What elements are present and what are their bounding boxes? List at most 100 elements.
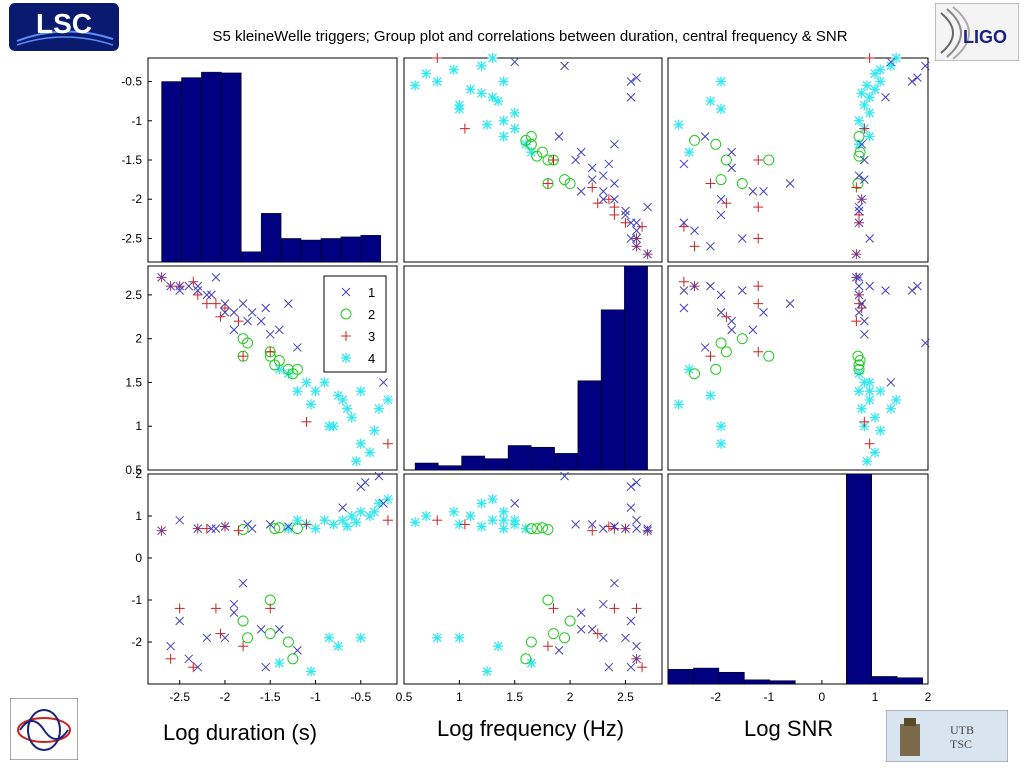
scatter-point-g3	[174, 603, 185, 614]
histogram-bar-frequency	[531, 446, 555, 471]
legend-marker-2	[340, 308, 352, 320]
scatter-point-g4	[854, 115, 865, 126]
scatter-point-g1	[716, 290, 726, 300]
scatter-point-g4	[342, 403, 353, 414]
scatter-point-g1	[338, 503, 348, 512]
scatter-point-g1	[759, 187, 768, 196]
scatter-point-g1	[256, 316, 266, 326]
scatter-point-g2	[559, 174, 571, 186]
scatter-point-g3	[233, 316, 244, 327]
scatter-point-g4	[355, 632, 366, 643]
scatter-point-g3	[864, 53, 875, 63]
scatter-point-g1	[360, 478, 370, 487]
scatter-point-g1	[274, 625, 284, 634]
scatter-point-g4	[283, 523, 294, 534]
panel-frame-r0-c1	[403, 57, 663, 263]
scatter-point-g1	[598, 194, 608, 204]
scatter-point-g1	[379, 499, 388, 508]
scatter-point-g4	[493, 96, 504, 107]
scatter-point-g1	[554, 132, 564, 141]
scatter-point-g1	[626, 77, 636, 86]
scatter-point-g1	[587, 175, 597, 184]
scatter-point-g1	[706, 281, 715, 291]
scatter-point-g1	[854, 171, 864, 181]
scatter-point-g4	[465, 84, 476, 95]
scatter-point-g1	[604, 662, 614, 672]
scatter-point-g2	[291, 523, 303, 535]
scatter-point-g1	[859, 329, 869, 339]
histogram-bar-frequency	[484, 458, 509, 471]
scatter-point-g1	[560, 61, 569, 71]
scatter-point-g4	[684, 147, 695, 158]
scatter-point-g4	[351, 517, 362, 528]
scatter-point-g4	[305, 666, 316, 677]
scatter-point-g1	[175, 281, 185, 291]
scatter-point-g2	[736, 178, 748, 190]
scatter-point-g3	[753, 202, 764, 213]
scatter-point-g4	[305, 399, 316, 410]
scatter-point-g4	[487, 494, 498, 505]
scatter-point-g4	[369, 425, 380, 436]
scatter-point-g1	[632, 226, 641, 235]
scatter-point-g2	[242, 337, 254, 349]
legend-marker-3	[341, 331, 351, 341]
histogram-bar-snr	[718, 671, 745, 685]
scatter-point-g1	[643, 526, 652, 536]
scatter-point-g4	[891, 53, 902, 63]
scatter-point-g4	[373, 498, 384, 509]
histogram-bar-duration	[161, 81, 182, 263]
scatter-point-g1	[184, 654, 194, 664]
scatter-point-g1	[854, 206, 864, 216]
scatter-point-g3	[201, 298, 212, 309]
scatter-point-g2	[720, 154, 732, 166]
scatter-point-g1	[576, 608, 586, 617]
x-tick-label: 2	[567, 690, 574, 704]
scatter-point-g4	[875, 386, 886, 397]
scatter-point-g1	[247, 524, 257, 533]
scatter-point-g4	[421, 68, 432, 79]
scatter-point-g4	[509, 519, 520, 530]
panel-frame-r2-c0	[147, 473, 398, 685]
scatter-point-g1	[598, 633, 608, 643]
histogram-bar-snr	[896, 677, 923, 685]
scatter-point-g3	[637, 221, 648, 232]
scatter-point-g1	[604, 159, 614, 169]
scatter-point-g2	[853, 363, 865, 375]
scatter-point-g4	[319, 515, 330, 526]
scatter-point-g2	[536, 146, 548, 158]
scatter-point-g3	[238, 641, 249, 652]
histogram-bar-frequency	[438, 465, 462, 471]
scatter-point-g1	[211, 273, 221, 282]
scatter-point-g1	[679, 218, 689, 228]
scatter-point-g1	[184, 281, 194, 291]
scatter-point-g3	[609, 603, 620, 614]
scatter-point-g4	[705, 96, 716, 107]
scatter-point-g4	[476, 88, 487, 99]
scatter-point-g1	[643, 249, 652, 259]
scatter-point-g1	[229, 308, 239, 317]
scatter-point-g1	[632, 515, 641, 525]
scatter-point-g1	[913, 281, 922, 291]
scatter-point-g4	[432, 632, 443, 643]
utb-tsc-logo: UTB TSC	[886, 710, 1008, 762]
legend-marker-4	[341, 353, 351, 363]
scatter-point-g1	[207, 524, 216, 533]
scatter-point-g4	[875, 425, 886, 436]
scatter-point-g4	[705, 390, 716, 401]
scatter-point-g4	[448, 506, 459, 517]
scatter-point-g1	[220, 633, 230, 643]
x-tick-label: 0.5	[396, 690, 413, 704]
scatter-point-g2	[525, 138, 537, 150]
scatter-point-g2	[287, 653, 299, 665]
x-axis-label-duration: Log duration (s)	[163, 720, 318, 745]
scatter-point-g2	[854, 355, 866, 367]
scatter-point-g1	[852, 273, 861, 282]
scatter-point-g3	[542, 641, 553, 652]
panel-frame-r0-c2	[667, 57, 929, 263]
scatter-point-g1	[166, 281, 175, 291]
scatter-point-g1	[598, 599, 608, 609]
scatter-point-g3	[459, 123, 470, 134]
scatter-point-g2	[763, 154, 775, 166]
scatter-point-g3	[265, 346, 276, 357]
scatter-point-g1	[610, 179, 619, 188]
